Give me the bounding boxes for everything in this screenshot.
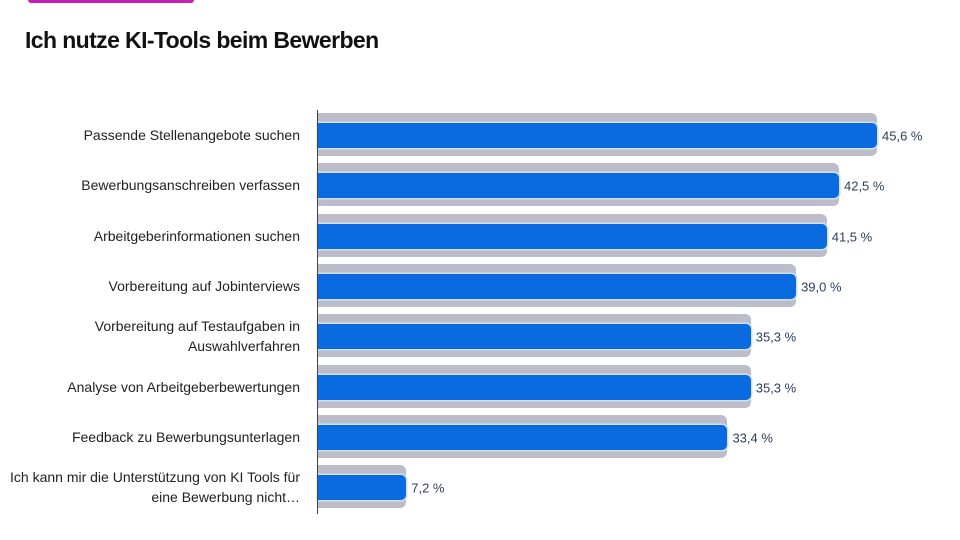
bar — [318, 424, 728, 450]
value-label: 45,6 % — [882, 128, 923, 144]
bar — [318, 123, 877, 148]
value-label: 42,5 % — [843, 178, 885, 194]
bar — [318, 273, 797, 299]
category-label: Passende Stellenangebote suchen — [83, 127, 300, 143]
value-label: 35,3 % — [755, 380, 797, 395]
bar — [318, 223, 827, 249]
accent-bar — [28, 0, 194, 3]
value-label: 41,5 % — [831, 229, 873, 245]
bar — [318, 324, 751, 350]
chart-title: Ich nutze KI-Tools beim Bewerben — [25, 27, 379, 53]
category-label: Ich kann mir die Unterstützung von KI To… — [10, 469, 300, 506]
bar — [318, 173, 839, 199]
value-label: 39,0 % — [801, 279, 842, 295]
value-label: 7,2 % — [411, 480, 445, 496]
value-label: 35,3 % — [755, 329, 797, 345]
y-axis-line — [317, 110, 318, 514]
category-label: Vorbereitung auf Jobinterviews — [108, 277, 300, 294]
value-label: 33,4 % — [732, 430, 773, 446]
category-label: Bewerbungsanschreiben verfassen — [81, 177, 300, 194]
category-label: Arbeitgeberinformationen suchen — [93, 227, 300, 244]
category-label: Feedback zu Bewerbungsunterlagen — [71, 428, 300, 445]
bar — [318, 374, 751, 400]
bar — [318, 475, 407, 501]
category-label: Vorbereitung auf Testaufgaben in Auswahl… — [94, 318, 300, 355]
category-label: Analyse von Arbeitgeberbewertungen — [67, 378, 300, 395]
